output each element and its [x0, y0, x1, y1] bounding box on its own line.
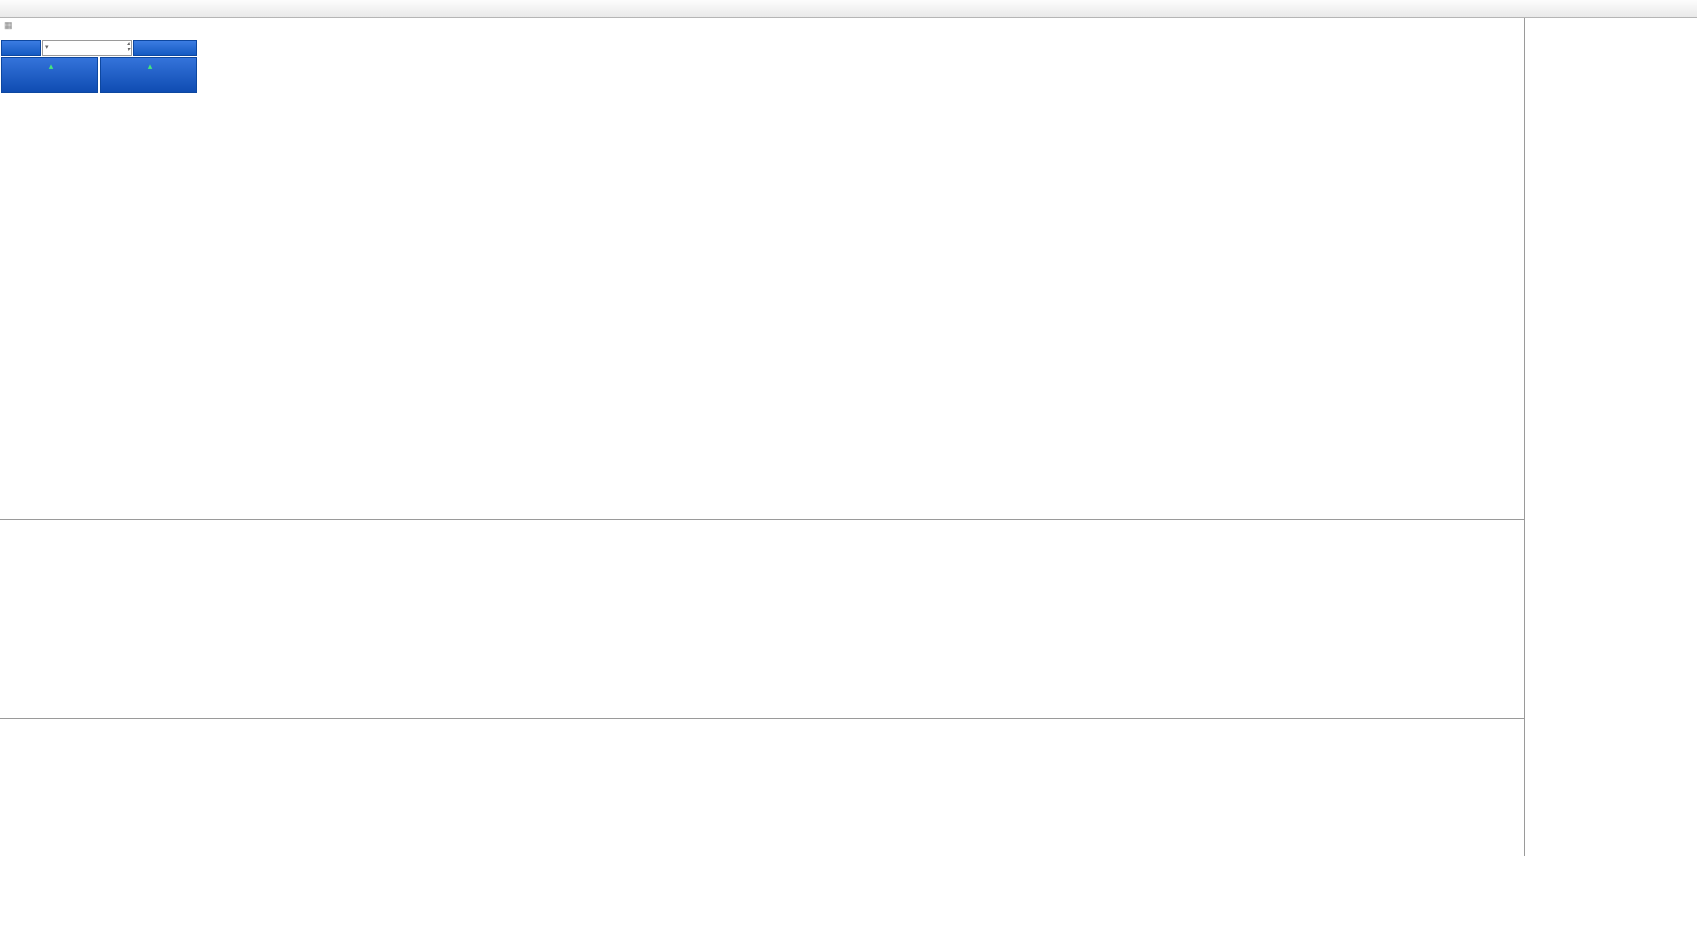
- volume-dropdown-icon[interactable]: ▾: [45, 44, 49, 51]
- volume-stepper[interactable]: ▴ ▾: [127, 41, 130, 53]
- buy-button[interactable]: [133, 40, 197, 56]
- chart-icon: ▦: [4, 20, 13, 30]
- rsi-axis[interactable]: [1525, 719, 1697, 856]
- sell-tick-up-icon: ▴: [48, 61, 54, 71]
- macd-label: [4, 522, 16, 533]
- chart-window[interactable]: ▦ ▾ ▴ ▾ ▴: [0, 18, 1697, 943]
- price-panel[interactable]: ▦ ▾ ▴ ▾ ▴: [0, 18, 1524, 519]
- macd-axis[interactable]: [1525, 520, 1697, 718]
- sell-button[interactable]: [1, 40, 41, 56]
- price-chart: [0, 18, 1524, 519]
- buy-price-display[interactable]: ▴: [100, 57, 197, 93]
- one-click-trading-panel: ▾ ▴ ▾ ▴ ▴: [1, 40, 197, 93]
- rsi-chart: [0, 719, 1524, 856]
- stepper-down-icon[interactable]: ▾: [126, 47, 130, 53]
- rsi-label: [4, 721, 10, 732]
- toolbar: [0, 0, 1697, 18]
- symbol-label: ▦: [4, 20, 22, 31]
- volume-input[interactable]: ▾ ▴ ▾: [42, 40, 132, 56]
- price-axis[interactable]: [1525, 18, 1697, 519]
- macd-panel[interactable]: [0, 519, 1524, 718]
- macd-chart: [0, 520, 1524, 718]
- stepper-up-icon[interactable]: ▴: [126, 41, 130, 47]
- sell-price-display[interactable]: ▴: [1, 57, 98, 93]
- axis-separator: [1524, 18, 1525, 856]
- buy-tick-up-icon: ▴: [147, 61, 153, 71]
- rsi-panel[interactable]: [0, 718, 1524, 856]
